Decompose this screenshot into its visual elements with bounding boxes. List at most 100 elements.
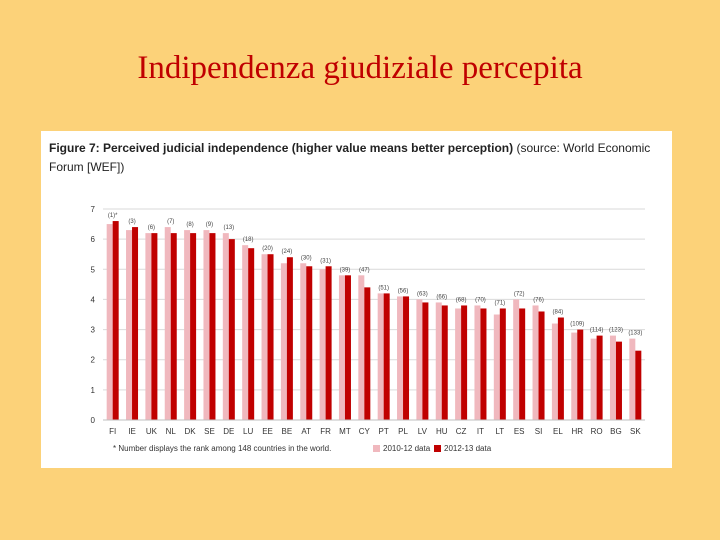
rank-label-fi: (1)* — [108, 213, 118, 219]
x-tick-label: LT — [495, 427, 504, 436]
bar-de-2010-12 — [222, 233, 229, 420]
bar-it-2012-13 — [480, 308, 487, 420]
bar-bg-2012-13 — [615, 341, 622, 420]
bar-ro-2010-12 — [590, 338, 597, 420]
rank-label-cy: (47) — [359, 267, 370, 273]
bar-si-2012-13 — [538, 311, 545, 420]
bar-hu-2010-12 — [435, 302, 442, 420]
bar-fi-2012-13 — [112, 221, 119, 420]
bar-cz-2010-12 — [455, 308, 462, 420]
x-tick-label: SE — [204, 427, 215, 436]
rank-label-hr: (109) — [570, 322, 584, 328]
bar-mt-2012-13 — [344, 275, 351, 420]
x-tick-label: LU — [243, 427, 253, 436]
x-tick-label: DK — [185, 427, 197, 436]
y-tick-label: 2 — [91, 356, 96, 365]
bar-it-2010-12 — [474, 305, 481, 420]
x-tick-label: UK — [146, 427, 158, 436]
rank-label-fr: (31) — [320, 258, 331, 264]
bar-ie-2012-13 — [132, 227, 139, 420]
bar-se-2012-13 — [209, 233, 216, 420]
x-tick-label: PL — [398, 427, 408, 436]
bar-de-2012-13 — [228, 239, 235, 420]
bar-cz-2012-13 — [461, 305, 468, 420]
bar-ro-2012-13 — [596, 335, 603, 420]
bar-nl-2012-13 — [170, 233, 177, 420]
bar-be-2010-12 — [280, 263, 287, 420]
legend-item-2012-13: 2012-13 data — [434, 444, 491, 453]
bar-pl-2012-13 — [403, 296, 410, 420]
rank-label-ee: (20) — [262, 246, 273, 252]
bar-sk-2010-12 — [629, 338, 636, 420]
x-tick-label: FR — [320, 427, 331, 436]
rank-label-bg: (123) — [609, 328, 623, 334]
rank-label-lu: (18) — [243, 237, 254, 243]
bar-nl-2010-12 — [164, 227, 171, 420]
bar-lt-2010-12 — [493, 314, 500, 420]
bar-sk-2012-13 — [635, 350, 642, 420]
x-tick-label: HR — [571, 427, 583, 436]
x-tick-label: IT — [477, 427, 484, 436]
rank-label-ie: (3) — [128, 219, 135, 225]
bar-lt-2012-13 — [499, 308, 506, 420]
bar-ee-2010-12 — [261, 254, 268, 420]
bar-ie-2010-12 — [126, 230, 133, 420]
bar-fi-2010-12 — [106, 224, 113, 420]
caption-source: (source: World Economic Forum [WEF]) — [49, 141, 651, 174]
rank-label-pl: (56) — [398, 288, 409, 294]
bar-hu-2012-13 — [441, 305, 448, 420]
y-tick-label: 6 — [91, 235, 96, 244]
x-tick-label: SK — [630, 427, 641, 436]
x-tick-label: DE — [223, 427, 234, 436]
bar-mt-2010-12 — [338, 275, 345, 420]
bar-dk-2012-13 — [190, 233, 197, 420]
rank-footnote: * Number displays the rank among 148 cou… — [113, 444, 332, 453]
x-tick-label: EL — [553, 427, 563, 436]
bar-el-2010-12 — [551, 323, 558, 420]
x-tick-label: IE — [128, 427, 136, 436]
bar-at-2010-12 — [300, 263, 307, 420]
rank-label-sk: (133) — [628, 331, 642, 337]
bar-cy-2012-13 — [364, 287, 371, 420]
bar-fr-2010-12 — [319, 269, 326, 420]
rank-label-at: (30) — [301, 255, 312, 261]
x-tick-label: FI — [109, 427, 116, 436]
legend-label: 2010-12 data — [383, 444, 431, 453]
rank-label-be: (24) — [282, 249, 293, 255]
rank-label-se: (9) — [206, 222, 213, 228]
y-tick-label: 0 — [91, 416, 96, 425]
bar-ee-2012-13 — [267, 254, 274, 420]
slide-title: Indipendenza giudiziale percepita — [137, 50, 583, 86]
bar-hr-2010-12 — [571, 332, 578, 420]
rank-label-el: (84) — [553, 310, 564, 316]
bar-el-2012-13 — [557, 317, 564, 420]
x-tick-label: PT — [379, 427, 389, 436]
bar-dk-2010-12 — [184, 230, 191, 420]
x-tick-label: SI — [535, 427, 543, 436]
bar-bg-2010-12 — [609, 335, 616, 420]
bar-be-2012-13 — [286, 257, 293, 420]
bar-at-2012-13 — [306, 266, 313, 420]
bar-lu-2012-13 — [248, 248, 255, 420]
y-tick-label: 3 — [91, 326, 96, 335]
bar-es-2010-12 — [513, 299, 520, 420]
x-tick-label: BE — [282, 427, 293, 436]
y-tick-label: 7 — [91, 205, 96, 214]
rank-label-it: (70) — [475, 297, 486, 303]
rank-label-mt: (39) — [340, 267, 351, 273]
rank-label-nl: (7) — [167, 219, 174, 225]
bar-uk-2010-12 — [145, 233, 152, 420]
rank-label-hu: (66) — [436, 294, 447, 300]
rank-label-lv: (63) — [417, 291, 428, 297]
bar-pt-2012-13 — [383, 293, 390, 420]
rank-label-uk: (6) — [148, 225, 155, 231]
bar-uk-2012-13 — [151, 233, 158, 420]
x-tick-label: RO — [591, 427, 603, 436]
bar-chart: 0 1 2 3 4 5 6 7 (1)* FI (3) IE (6) UK (7) NL (8) DK (9) SE (… — [91, 205, 645, 436]
rank-label-pt: (51) — [378, 285, 389, 291]
x-tick-label: MT — [339, 427, 351, 436]
legend-swatch-2012-13 — [434, 445, 441, 452]
bar-pl-2010-12 — [397, 296, 404, 420]
figure-caption: Figure 7: Perceived judicial independenc… — [49, 139, 669, 177]
x-tick-label: LV — [418, 427, 428, 436]
